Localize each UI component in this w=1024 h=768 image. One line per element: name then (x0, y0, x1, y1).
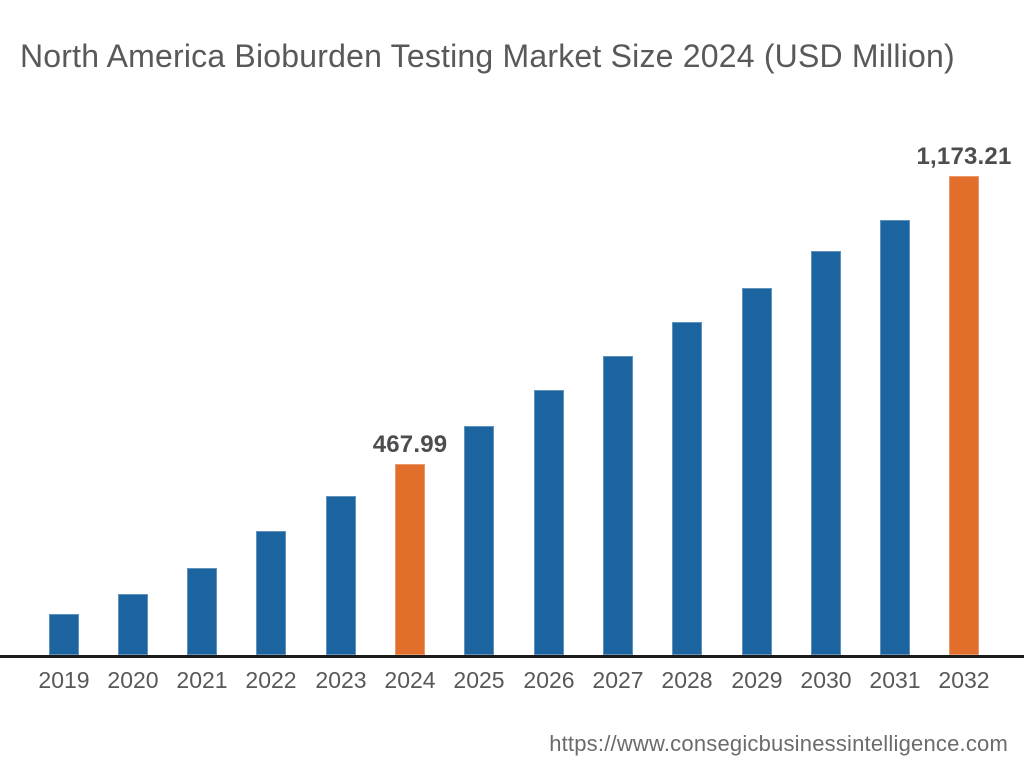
bar-2022 (256, 531, 286, 655)
x-tick-2029: 2029 (731, 667, 783, 693)
x-tick-2021: 2021 (176, 667, 228, 693)
bar-2032 (949, 176, 979, 655)
bar-2031 (880, 220, 910, 655)
bar-2025 (464, 426, 494, 655)
x-tick-2024: 2024 (384, 667, 436, 693)
bar-2023 (326, 496, 356, 655)
source-url-text: https://www.consegicbusinessintelligence… (549, 731, 1008, 756)
x-tick-2025: 2025 (453, 667, 505, 693)
x-tick-2032: 2032 (938, 667, 990, 693)
bar-2029 (742, 288, 772, 655)
x-tick-2019: 2019 (38, 667, 90, 693)
bar-2020 (118, 594, 148, 655)
value-label-2032: 1,173.21 (916, 143, 1012, 170)
bar-2030 (811, 251, 841, 655)
x-tick-2028: 2028 (661, 667, 713, 693)
x-tick-2030: 2030 (800, 667, 852, 693)
x-tick-2022: 2022 (245, 667, 297, 693)
x-tick-2023: 2023 (315, 667, 367, 693)
x-axis-line (0, 655, 1024, 658)
bar-2026 (534, 390, 564, 655)
bar-2019 (49, 614, 79, 655)
x-tick-2027: 2027 (592, 667, 644, 693)
bar-2021 (187, 568, 217, 655)
chart-title: North America Bioburden Testing Market S… (20, 38, 955, 74)
bar-2024 (395, 464, 425, 655)
x-tick-2020: 2020 (107, 667, 159, 693)
value-label-2024: 467.99 (372, 431, 448, 458)
x-tick-2026: 2026 (523, 667, 575, 693)
x-tick-2031: 2031 (869, 667, 921, 693)
bar-2028 (672, 322, 702, 655)
bar-2027 (603, 356, 633, 655)
